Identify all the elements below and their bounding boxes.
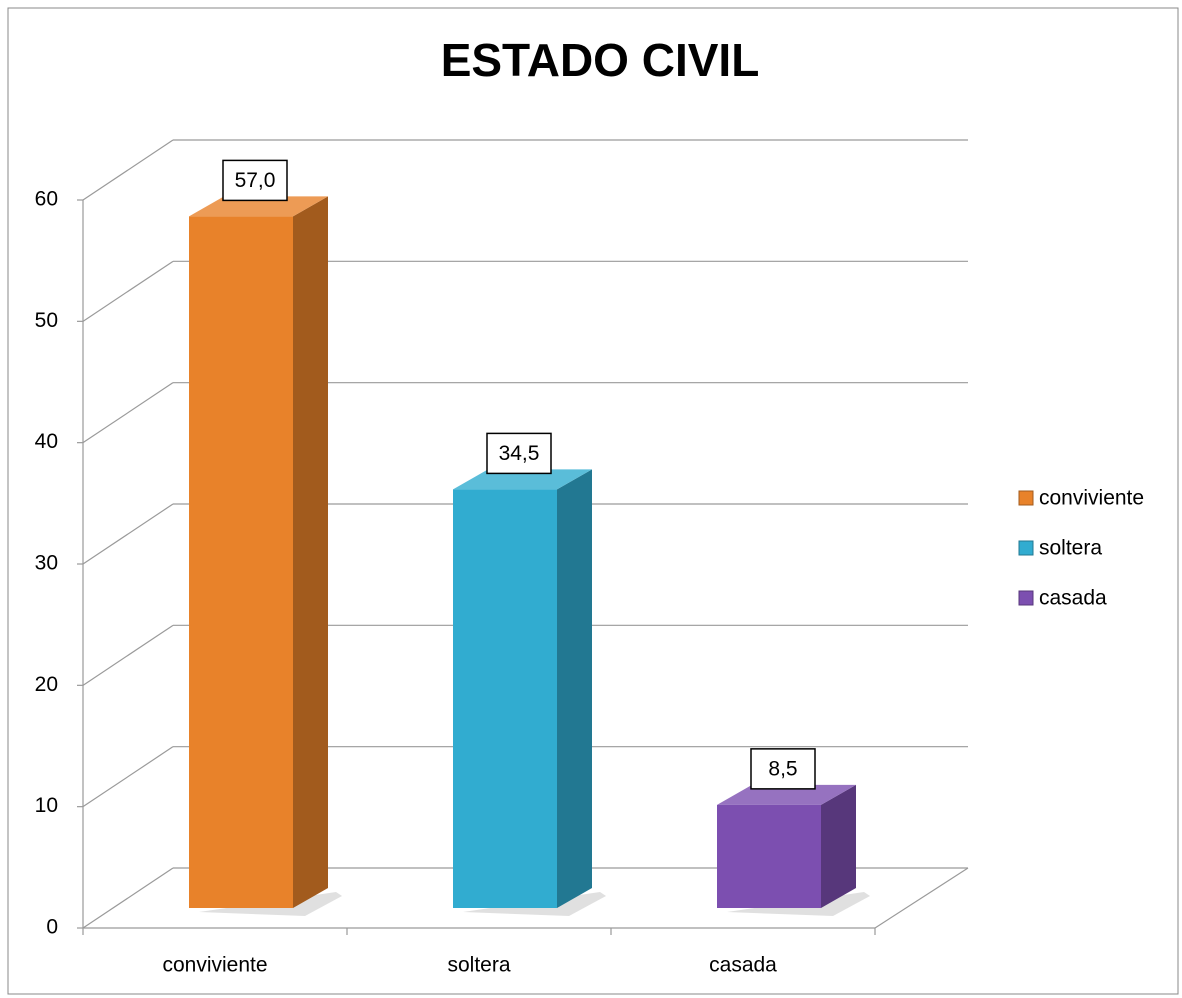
grid-line bbox=[82, 503, 174, 565]
value-label-box bbox=[222, 159, 288, 202]
grid-line bbox=[82, 382, 174, 444]
legend-label: soltera bbox=[1039, 537, 1102, 560]
grid-line bbox=[82, 139, 174, 201]
bar bbox=[189, 216, 293, 908]
y-tick-label: 60 bbox=[35, 188, 58, 211]
bar-top bbox=[189, 196, 328, 217]
grid-line bbox=[82, 260, 174, 322]
floor-edge bbox=[874, 867, 969, 929]
bar bbox=[453, 489, 557, 908]
y-tick-label: 50 bbox=[35, 309, 58, 332]
x-tick-label: conviviente bbox=[162, 954, 267, 977]
value-label: 34,5 bbox=[499, 442, 540, 465]
legend-label: conviviente bbox=[1039, 487, 1144, 510]
bar-side bbox=[557, 469, 592, 908]
value-label: 57,0 bbox=[235, 169, 276, 192]
x-tick-label: soltera bbox=[447, 954, 510, 977]
bar-side bbox=[293, 196, 328, 908]
bar-side bbox=[821, 784, 856, 908]
chart-title: ESTADO CIVIL bbox=[441, 34, 760, 86]
value-label-box bbox=[486, 432, 552, 475]
y-tick-label: 30 bbox=[35, 552, 58, 575]
y-tick-label: 0 bbox=[46, 916, 58, 939]
legend-label: casada bbox=[1039, 587, 1107, 610]
grid-line bbox=[82, 624, 174, 686]
x-tick-label: casada bbox=[709, 954, 777, 977]
y-tick-label: 10 bbox=[35, 794, 58, 817]
grid-line bbox=[82, 746, 174, 808]
grid-line bbox=[82, 867, 174, 929]
value-label: 8,5 bbox=[768, 757, 797, 780]
y-tick-label: 40 bbox=[35, 430, 58, 453]
y-tick-label: 20 bbox=[35, 673, 58, 696]
bar-top bbox=[453, 469, 592, 490]
bar-top bbox=[717, 784, 856, 805]
bar bbox=[717, 804, 821, 908]
chart-border bbox=[7, 7, 1179, 995]
legend-swatch bbox=[1018, 540, 1034, 556]
value-label-box bbox=[750, 748, 816, 790]
legend-swatch bbox=[1018, 590, 1034, 606]
legend-swatch bbox=[1018, 490, 1034, 506]
